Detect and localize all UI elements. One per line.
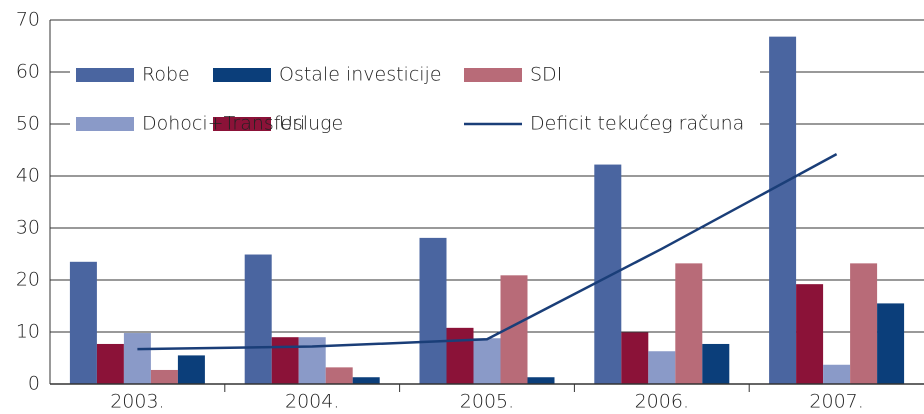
bar — [769, 36, 797, 384]
bar — [877, 303, 905, 384]
legend-label: Dohoci+Transferi — [142, 113, 305, 135]
legend-label: Robe — [142, 64, 190, 86]
y-tick-label: 70 — [16, 9, 40, 31]
legend-label: Ostale investicije — [279, 64, 442, 86]
bar — [702, 343, 730, 384]
bar — [325, 367, 353, 384]
bar — [244, 254, 272, 384]
x-tick-label: 2007. — [809, 391, 863, 413]
line — [137, 153, 838, 351]
x-tick-label: 2005. — [460, 391, 514, 413]
y-tick-label: 10 — [16, 321, 40, 343]
legend-swatch — [213, 68, 271, 82]
bar — [621, 332, 649, 384]
y-tick-label: 20 — [16, 269, 40, 291]
bar — [177, 355, 205, 384]
y-tick-label: 40 — [16, 165, 40, 187]
bar — [96, 343, 124, 384]
y-tick-label: 0 — [28, 373, 40, 395]
legend-swatch — [76, 68, 134, 82]
y-tick-label: 50 — [16, 113, 40, 135]
y-tick-label: 60 — [16, 61, 40, 83]
bar — [850, 263, 878, 384]
bar — [675, 263, 703, 384]
x-tick-label: 2004. — [285, 391, 339, 413]
legend-swatch — [464, 68, 522, 82]
legend-label: Deficit tekućeg računa — [530, 113, 744, 135]
bar — [298, 337, 326, 384]
legend-box — [70, 55, 760, 147]
legend-swatch — [76, 117, 134, 131]
bar — [796, 284, 824, 384]
x-tick-label: 2003. — [110, 391, 164, 413]
bar — [271, 337, 299, 384]
bar — [527, 377, 555, 384]
bar — [69, 261, 97, 384]
x-tick-label: 2006. — [635, 391, 689, 413]
bar — [446, 327, 474, 384]
legend-swatch — [213, 117, 271, 131]
bar — [150, 369, 178, 384]
bar — [648, 351, 676, 384]
bar — [419, 237, 447, 384]
bar — [473, 338, 501, 384]
bar — [352, 377, 380, 384]
legend-label: Usluge — [279, 113, 343, 135]
y-tick-label: 30 — [16, 217, 40, 239]
legend-label: SDI — [530, 64, 562, 86]
bar — [123, 333, 151, 384]
bar — [823, 364, 851, 384]
bar — [594, 164, 622, 384]
